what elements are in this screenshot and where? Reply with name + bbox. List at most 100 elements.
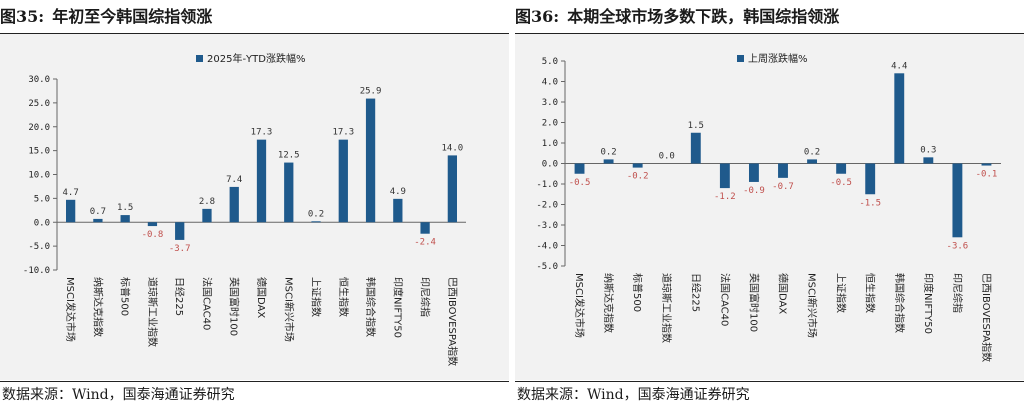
figure-title-text: 年初至今韩国综指领涨 xyxy=(52,7,213,26)
category-label: 英国富时100 xyxy=(228,277,241,336)
category-label: 德国DAX xyxy=(777,273,790,314)
bar xyxy=(365,98,376,223)
bar-value-label: 0.2 xyxy=(600,147,616,157)
bar xyxy=(284,162,294,223)
y-tick-label: 2.0 xyxy=(542,119,558,129)
category-label: 印尼综指 xyxy=(951,273,964,313)
category-label: 恒生指数 xyxy=(864,273,877,313)
bar xyxy=(952,163,963,238)
bar-value-label: 25.9 xyxy=(360,87,382,97)
bar xyxy=(632,163,643,168)
chart-area xyxy=(515,34,1024,380)
figure-panel-right: 图36: 本期全球市场多数下跌，韩国综指领涨 5.0 4.0 3.0 2.0 1.0 0.0… xyxy=(515,0,1024,411)
source-note: 数据来源：Wind，国泰海通证券研究 xyxy=(2,387,235,403)
bar xyxy=(147,222,158,227)
bar-value-label: 0.2 xyxy=(308,209,324,219)
chart-area xyxy=(0,34,509,380)
bar xyxy=(923,157,934,164)
bar xyxy=(65,199,76,223)
bottom-rule xyxy=(0,381,509,382)
bar xyxy=(981,163,992,166)
y-tick-label: -10.0 xyxy=(23,266,50,276)
bar xyxy=(393,198,403,223)
category-label: 道琼斯工业指数 xyxy=(146,277,159,347)
category-label: 韩国综合指数 xyxy=(893,273,906,333)
y-tick-label: 0.0 xyxy=(34,218,50,228)
bar xyxy=(175,222,185,240)
category-label: 上证指数 xyxy=(835,273,848,313)
bar xyxy=(256,139,267,223)
y-tick-label: -5.0 xyxy=(536,262,558,272)
bar-value-label: -2.4 xyxy=(414,238,436,248)
bar-value-label: 4.9 xyxy=(390,187,406,197)
category-label: 印度NIFTY50 xyxy=(391,277,404,338)
bar-value-label: 1.5 xyxy=(688,121,704,131)
bar xyxy=(229,186,239,223)
bar xyxy=(120,215,130,223)
y-tick-label: -5.0 xyxy=(28,242,50,252)
bar-value-label: -1.5 xyxy=(859,198,881,208)
y-tick-label: 5.0 xyxy=(34,194,50,204)
bar xyxy=(894,73,905,164)
y-tick-label: 10.0 xyxy=(28,171,50,181)
legend-label: 上周涨跌幅% xyxy=(748,52,808,65)
y-tick-label: 0.0 xyxy=(542,160,558,170)
top-rule xyxy=(515,33,1024,34)
bar xyxy=(338,139,348,223)
category-label: 巴西IBOVESPA指数 xyxy=(446,277,459,366)
bar-value-label: -0.5 xyxy=(569,178,591,188)
bar xyxy=(807,159,818,164)
category-label: MSCI发达市场 xyxy=(64,277,77,342)
bar-value-label: -3.6 xyxy=(947,241,969,251)
category-label: 日经225 xyxy=(173,277,186,316)
category-label: 法国CAC40 xyxy=(200,277,213,330)
y-tick-label: -1.0 xyxy=(536,180,558,190)
bar xyxy=(574,163,585,174)
y-tick-label: -3.0 xyxy=(536,221,558,231)
category-label: 印尼综指 xyxy=(419,277,432,317)
bar-value-label: 14.0 xyxy=(442,143,464,153)
figure-panel-left: 图35: 年初至今韩国综指领涨 30.0 25.0 20.0 15.0 10.0 5.0 0.… xyxy=(0,0,509,411)
category-label: 德国DAX xyxy=(255,277,268,318)
category-label: 韩国综合指数 xyxy=(364,277,377,337)
bar xyxy=(603,159,614,164)
bar-value-label: 4.4 xyxy=(891,61,907,71)
y-tick-label: 20.0 xyxy=(28,123,50,133)
y-tick-label: 15.0 xyxy=(28,147,50,157)
bar-value-label: -1.2 xyxy=(714,192,736,202)
bar-value-label: 1.5 xyxy=(117,203,133,213)
top-rule xyxy=(0,33,509,34)
y-tick-label: 3.0 xyxy=(542,98,558,108)
bar xyxy=(690,132,701,164)
category-label: 纳斯达克指数 xyxy=(602,273,615,333)
figure-title: 图35: 年初至今韩国综指领涨 xyxy=(0,2,212,32)
figure-title-text: 本期全球市场多数下跌，韩国综指领涨 xyxy=(567,7,840,26)
bar xyxy=(865,163,876,195)
bar-chart-ytd: 30.0 25.0 20.0 15.0 10.0 5.0 0.0 -5.0 -10.0 4.7 MS… xyxy=(23,52,466,366)
category-label: 标普500 xyxy=(119,277,132,316)
bar xyxy=(748,163,759,182)
bottom-rule xyxy=(515,381,1024,382)
bar-value-label: 0.3 xyxy=(920,145,936,155)
bar-value-label: -0.5 xyxy=(830,178,852,188)
bar xyxy=(836,163,847,174)
category-label: 标普500 xyxy=(631,273,644,312)
category-label: 道琼斯工业指数 xyxy=(660,273,673,343)
y-tick-label: 5.0 xyxy=(542,57,558,67)
bar-value-label: 12.5 xyxy=(278,151,300,161)
y-tick-label: 1.0 xyxy=(542,139,558,149)
bar-value-label: -0.8 xyxy=(142,230,164,240)
bar xyxy=(420,222,430,234)
bar-value-label: 2.8 xyxy=(199,197,215,207)
category-label: MSCI新兴市场 xyxy=(806,273,819,338)
bar-value-label: 7.4 xyxy=(226,175,242,185)
legend-label: 2025年-YTD涨跌幅% xyxy=(207,52,305,65)
legend-swatch xyxy=(196,55,203,62)
y-tick-label: 4.0 xyxy=(542,78,558,88)
category-label: MSCI新兴市场 xyxy=(282,277,295,342)
bar-value-label: -0.9 xyxy=(743,186,765,196)
bar-value-label: 17.3 xyxy=(251,128,273,138)
bar xyxy=(719,163,730,189)
bar-value-label: -0.2 xyxy=(627,172,649,182)
category-label: 印度NIFTY50 xyxy=(922,273,935,334)
